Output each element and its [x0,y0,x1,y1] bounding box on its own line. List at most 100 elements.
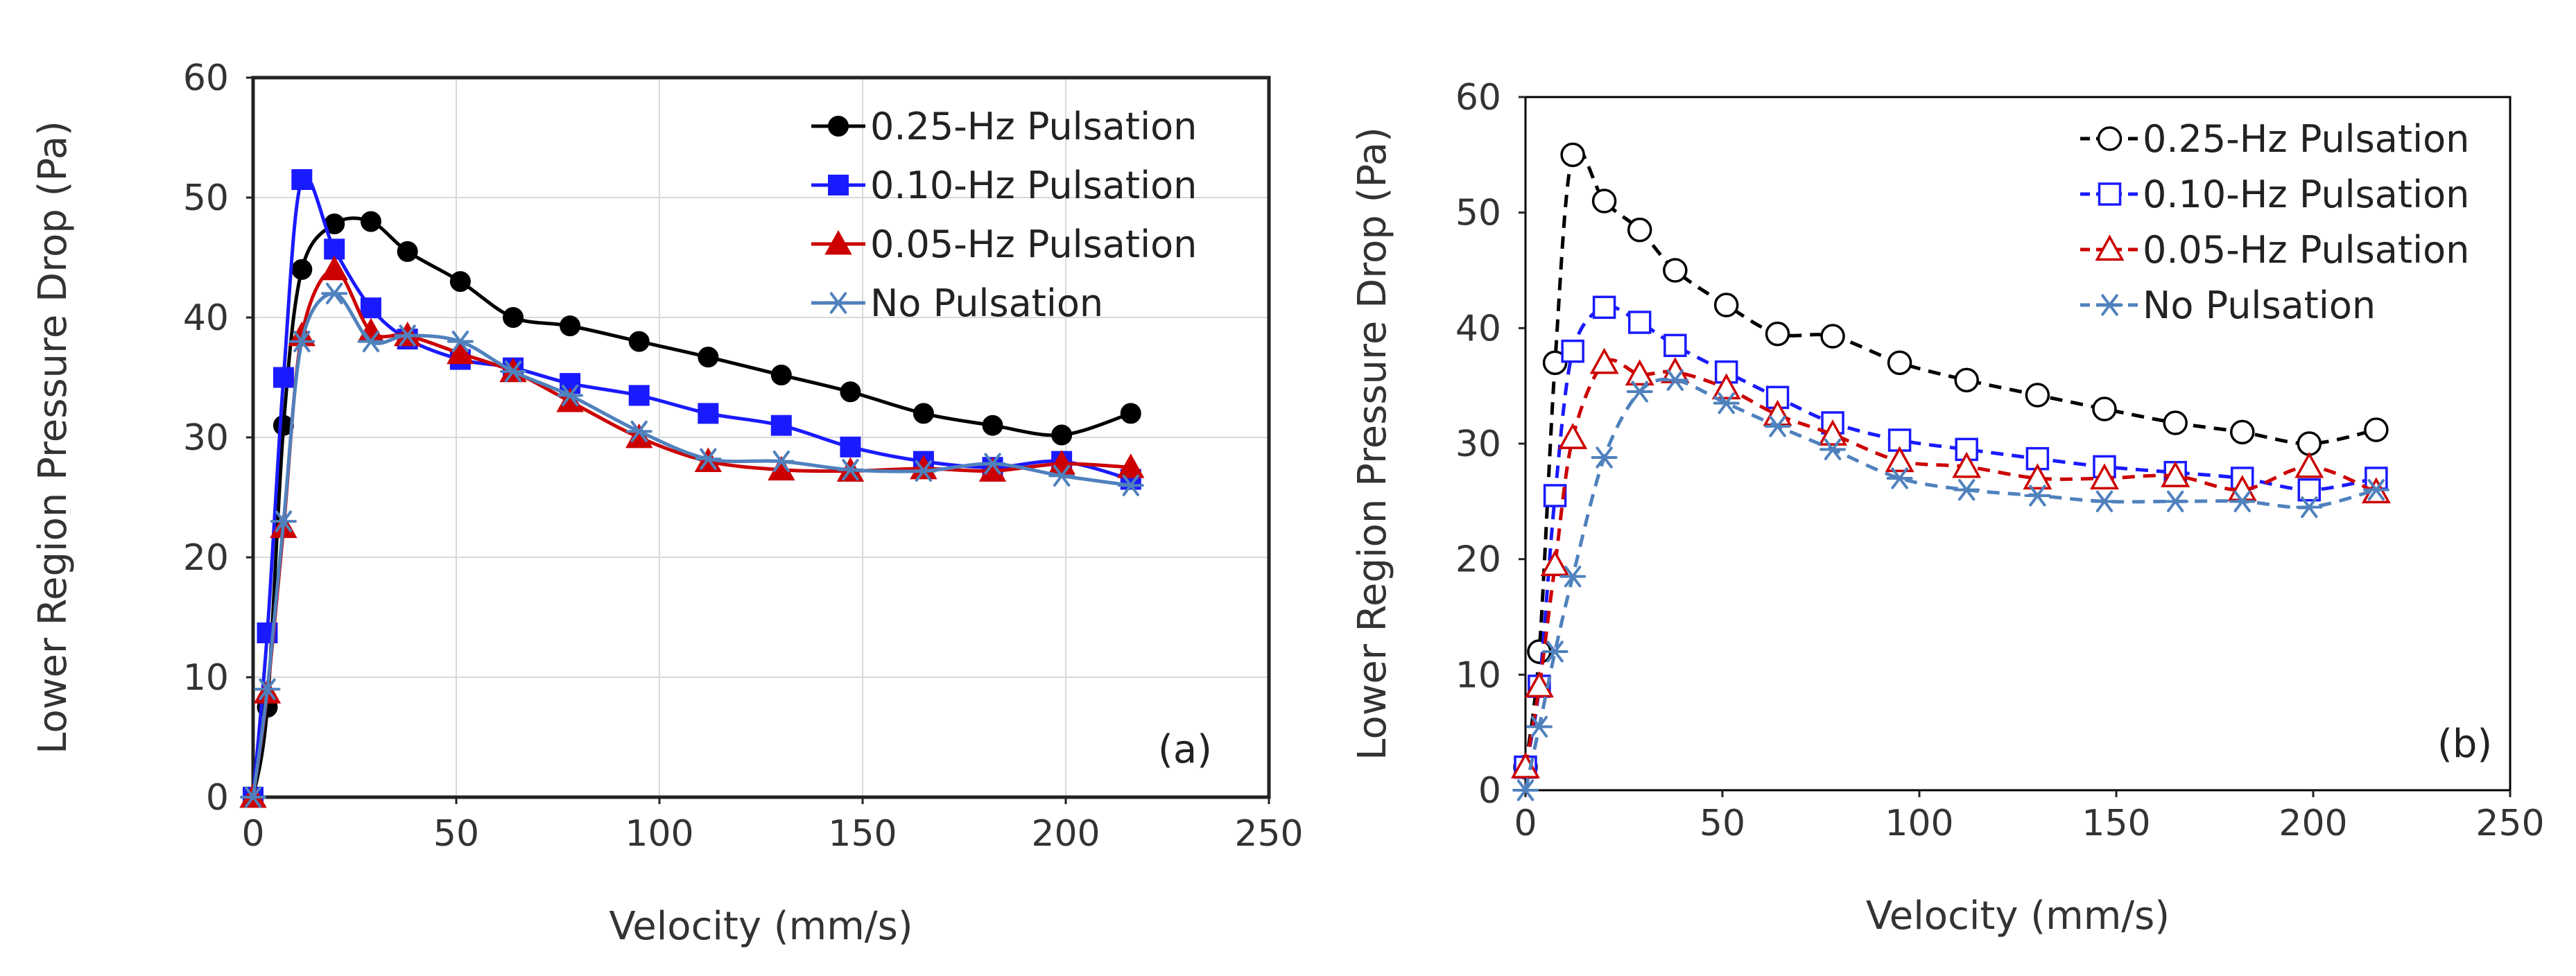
data-point-a-0-6 [397,241,418,262]
data-point-a-1-3 [291,169,313,191]
x-tick-label-b-5: 250 [2475,803,2544,844]
y-tick-label-b-1: 10 [1455,654,1501,696]
data-point-b-3-5 [1626,381,1653,403]
data-point-b-0-5 [1627,217,1652,243]
data-point-b-0-3 [1560,142,1585,168]
series-line-b-2 [1523,358,2377,768]
data-point-a-1-11 [698,403,719,424]
data-point-b-0-17 [2364,417,2389,442]
data-point-a-0-16 [1051,424,1073,446]
panel-label-a: (a) [1158,727,1212,772]
data-point-b-1-5 [1627,311,1652,334]
data-point-a-3-10 [625,420,652,442]
data-point-a-1-13 [840,436,861,458]
data-point-a-0-5 [360,211,381,232]
data-point-a-3-7 [447,331,474,353]
data-point-a-1-5 [360,297,381,319]
data-point-b-0-14 [2163,410,2188,435]
data-point-b-2-1 [1524,671,1554,698]
y-tick-label-a-5: 50 [183,177,229,219]
data-point-b-2-14 [2161,461,2190,487]
data-point-b-3-13 [2091,490,2118,512]
legend-marker-a-1 [828,175,849,195]
data-point-a-0-7 [449,271,471,293]
data-point-a-3-11 [695,448,722,470]
legend-label-a-2: 0.05-Hz Pulsation [870,223,1197,266]
data-point-b-3-9 [1819,438,1847,460]
data-point-b-3-6 [1661,369,1688,391]
data-point-b-3-2 [1541,640,1568,663]
x-axis-title-a: Velocity (mm/s) [609,904,913,949]
data-point-a-0-12 [770,365,792,386]
data-point-b-0-9 [1820,324,1845,349]
data-point-a-3-9 [557,384,584,407]
data-point-b-2-10 [1885,446,1914,473]
legend-marker-a-3 [825,292,852,314]
x-tick-label-a-4: 200 [1031,813,1100,855]
x-tick-label-a-0: 0 [241,813,264,855]
data-point-a-0-15 [982,415,1003,436]
y-tick-label-b-0: 0 [1478,770,1501,812]
data-point-a-3-17 [1117,474,1144,496]
data-point-a-0-10 [628,331,650,352]
y-tick-label-b-2: 20 [1455,539,1501,581]
data-point-b-2-4 [1589,347,1619,374]
data-point-b-1-3 [1561,339,1584,363]
chart-panel-b: 0 10 20 30 40 50 60 0 50 100 150 200 250 Velocity (mm… [1350,77,2545,939]
data-point-a-2-7 [447,339,474,365]
data-point-b-3-1 [1525,715,1553,738]
y-tick-label-a-3: 30 [183,417,229,459]
x-tick-label-a-1: 50 [433,813,479,855]
data-point-b-0-10 [1887,350,1912,376]
data-point-a-3-13 [837,459,864,481]
data-point-b-3-8 [1764,415,1791,437]
data-point-b-2-16 [2294,451,2324,478]
data-point-a-3-15 [979,453,1006,475]
data-point-a-1-4 [324,238,345,260]
y-tick-label-b-5: 50 [1455,193,1501,234]
legend-label-b-1: 0.10-Hz Pulsation [2143,173,2469,216]
legend-marker-a-0 [828,116,849,137]
data-point-b-3-4 [1591,446,1618,469]
x-tick-label-a-5: 250 [1234,813,1303,855]
x-tick-label-b-4: 200 [2279,803,2347,844]
data-point-a-3-12 [768,451,795,473]
data-point-b-0-4 [1591,189,1617,214]
data-point-b-3-7 [1713,392,1740,415]
data-point-a-2-14 [910,454,937,480]
data-point-b-0-16 [2297,431,2322,456]
y-tick-label-a-6: 60 [183,58,229,99]
y-axis-title-a: Lower Region Pressure Drop (Pa) [31,121,76,754]
data-point-b-0-15 [2230,419,2255,445]
data-point-a-3-2 [270,510,297,532]
data-point-a-1-2 [273,367,294,388]
data-point-b-2-11 [1952,451,1982,478]
data-point-b-0-13 [2092,397,2117,421]
data-point-b-1-4 [1592,295,1616,320]
y-axis-title-b: Lower Region Pressure Drop (Pa) [1350,127,1395,760]
data-point-b-3-14 [2162,490,2189,512]
data-point-b-2-5 [1625,359,1654,386]
data-point-b-3-3 [1559,566,1587,588]
x-tick-label-a-2: 100 [625,813,693,855]
data-point-b-3-0 [1512,779,1539,801]
legend-marker-b-1 [2098,182,2122,206]
data-point-a-0-17 [1120,403,1141,424]
legend-marker-b-0 [2097,126,2123,151]
legend-marker-a-2 [824,229,852,255]
data-point-b-0-7 [1713,293,1739,317]
data-point-a-3-1 [254,678,281,700]
data-point-a-2-4 [320,255,348,281]
legend-marker-b-2 [2095,234,2125,261]
x-axis-title-b: Velocity (mm/s) [1866,894,2170,939]
data-point-a-0-3 [291,259,313,280]
data-point-a-0-11 [698,347,719,368]
data-point-b-3-11 [1953,479,1980,501]
data-point-b-3-17 [2362,479,2389,501]
y-tick-label-b-4: 40 [1455,308,1501,349]
legend-marker-b-3 [2096,294,2123,316]
data-point-b-0-12 [2025,383,2050,408]
data-point-b-2-3 [1558,423,1588,449]
data-point-a-0-9 [560,315,581,337]
